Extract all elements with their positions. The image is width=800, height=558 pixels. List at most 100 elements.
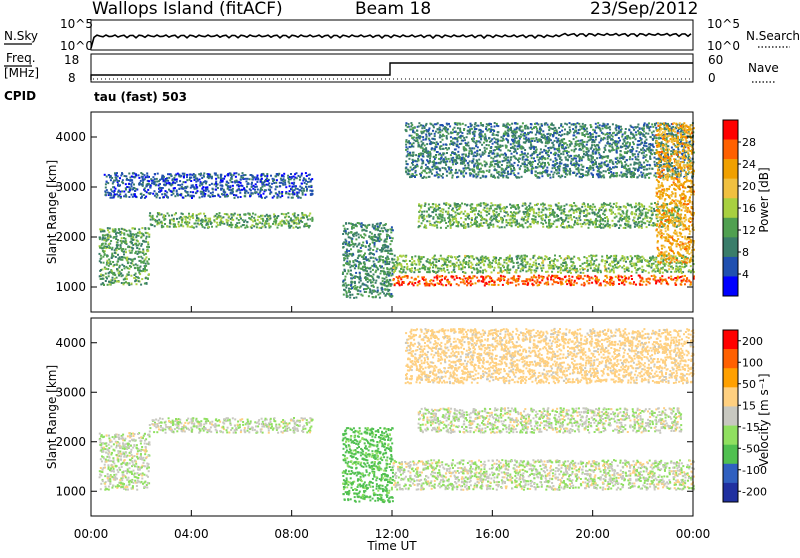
power-cell	[353, 297, 355, 299]
power-cell	[504, 207, 506, 209]
power-cell	[385, 223, 387, 225]
power-cell	[185, 181, 187, 183]
power-cell	[592, 203, 594, 205]
power-cell	[411, 258, 413, 260]
power-cell	[467, 279, 469, 281]
power-cell	[418, 225, 420, 227]
power-cell	[236, 190, 238, 192]
power-cell	[455, 258, 457, 260]
power-cell	[628, 277, 630, 279]
power-cell	[287, 212, 289, 214]
power-cell	[648, 272, 650, 274]
power-cell	[227, 222, 229, 224]
power-cell	[278, 191, 280, 193]
power-cell	[209, 184, 211, 186]
power-cell	[685, 256, 687, 258]
power-cell	[636, 272, 638, 274]
power-cell	[467, 264, 469, 266]
power-cell	[584, 219, 586, 221]
power-cell	[147, 232, 149, 234]
power-cell	[140, 197, 142, 199]
power-cell	[541, 211, 543, 213]
power-cell	[406, 263, 408, 265]
power-cell	[257, 216, 259, 218]
power-cell	[389, 279, 391, 281]
power-cell	[355, 297, 357, 299]
power-cell	[275, 192, 277, 194]
power-cell	[611, 269, 613, 271]
power-cell	[368, 295, 370, 297]
power-cell	[355, 272, 357, 274]
power-cell	[185, 218, 187, 220]
power-cell	[595, 259, 597, 261]
power-cell	[587, 260, 589, 262]
power-cell	[485, 277, 487, 279]
power-cell	[301, 190, 303, 192]
power-cell	[656, 206, 658, 208]
power-cell	[301, 173, 303, 175]
power-cell	[482, 276, 484, 278]
freq-tick-bottom: 8	[68, 71, 76, 85]
power-cell	[299, 226, 301, 228]
power-cell	[108, 275, 110, 277]
power-cell	[685, 265, 687, 267]
power-cell	[666, 271, 668, 273]
power-cell	[281, 174, 283, 176]
power-cell	[217, 187, 219, 189]
power-cell	[370, 271, 372, 273]
power-cell	[140, 180, 142, 182]
power-cell	[378, 277, 380, 279]
power-cell	[617, 209, 619, 211]
power-cell	[145, 185, 147, 187]
power-cell	[462, 260, 464, 262]
power-cell	[264, 175, 266, 177]
power-cell	[498, 262, 500, 264]
power-cell	[441, 208, 443, 210]
power-cell	[402, 269, 404, 271]
power-cell	[492, 204, 494, 206]
power-cell	[456, 283, 458, 285]
power-cell	[279, 185, 281, 187]
power-cell	[253, 185, 255, 187]
power-cell	[452, 163, 454, 165]
power-cell	[212, 191, 214, 193]
power-band-2	[104, 172, 314, 199]
power-cell	[217, 177, 219, 179]
power-cell	[343, 246, 345, 248]
power-band-5	[392, 255, 695, 275]
power-cell	[357, 293, 359, 295]
power-cell	[433, 216, 435, 218]
power-cell	[664, 269, 666, 271]
power-cell	[182, 225, 184, 227]
power-cell	[607, 223, 609, 225]
power-cell	[519, 225, 521, 227]
power-cell	[384, 246, 386, 248]
power-cell	[388, 274, 390, 276]
power-cell	[550, 278, 552, 280]
noise-sky-series	[91, 34, 691, 49]
power-cell	[135, 279, 137, 281]
power-cell	[566, 215, 568, 217]
power-cell	[414, 282, 416, 284]
power-cell	[230, 214, 232, 216]
power-cell	[677, 276, 679, 278]
power-cell	[553, 262, 555, 264]
power-cell	[507, 282, 509, 284]
power-cell	[145, 196, 147, 198]
power-cell	[196, 188, 198, 190]
power-cell	[640, 256, 642, 258]
beam-label: Beam 18	[355, 0, 431, 19]
power-cell	[490, 224, 492, 226]
power-cell	[297, 217, 299, 219]
power-cell	[444, 217, 446, 219]
power-cell	[221, 185, 223, 187]
power-cell	[487, 275, 489, 277]
power-cell	[112, 273, 114, 275]
power-cell	[520, 270, 522, 272]
power-cell	[645, 208, 647, 210]
power-cell	[684, 275, 686, 277]
power-cell	[560, 268, 562, 270]
power-cell	[454, 218, 456, 220]
power-cell	[257, 179, 259, 181]
power-cell	[263, 193, 265, 195]
